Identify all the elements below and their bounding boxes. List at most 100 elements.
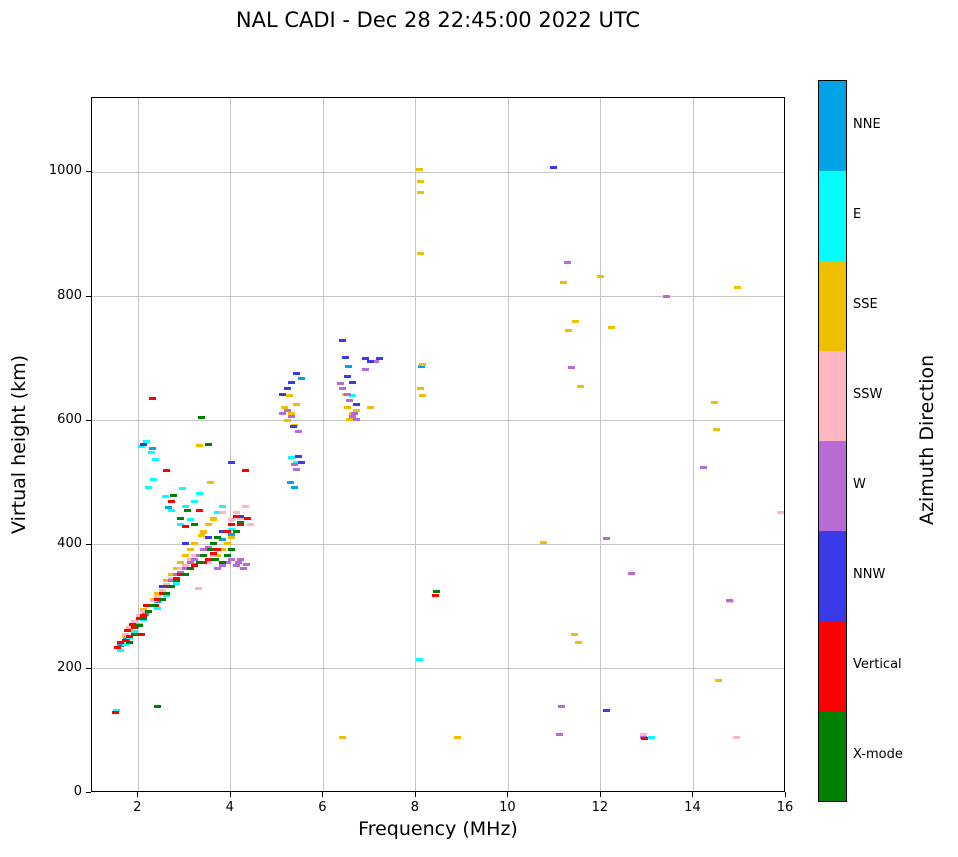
data-point (154, 606, 162, 610)
data-point (283, 386, 291, 390)
data-point (339, 386, 347, 390)
data-point (223, 542, 231, 546)
data-point (242, 468, 250, 472)
data-point (602, 537, 610, 541)
data-point (163, 468, 171, 472)
data-point (181, 542, 189, 546)
data-point (117, 648, 125, 652)
data-point (149, 604, 157, 608)
x-tick-mark (599, 792, 601, 797)
x-tick-label: 10 (499, 800, 516, 815)
data-point (570, 633, 578, 637)
data-point (571, 319, 579, 323)
data-point (164, 506, 172, 510)
data-point (209, 551, 217, 555)
data-point (280, 405, 288, 409)
data-point (555, 732, 563, 736)
data-point (117, 643, 125, 647)
data-point (154, 704, 162, 708)
grid-line-horizontal (92, 668, 784, 670)
data-point (205, 535, 213, 539)
data-point (191, 564, 199, 568)
data-point (121, 632, 129, 636)
data-point (343, 374, 351, 378)
data-point (232, 514, 240, 518)
data-point (733, 285, 741, 289)
data-point (168, 585, 176, 589)
data-point (147, 451, 155, 455)
data-point (168, 573, 176, 577)
data-point (367, 405, 375, 409)
data-point (232, 511, 240, 515)
data-point (223, 560, 231, 564)
data-point (198, 416, 206, 420)
data-point (191, 523, 199, 527)
data-point (353, 409, 361, 413)
grid-line-vertical (137, 98, 139, 791)
data-point (639, 732, 647, 736)
data-point (218, 504, 226, 508)
data-point (710, 400, 718, 404)
data-point (172, 566, 180, 570)
data-point (140, 442, 148, 446)
data-point (244, 517, 252, 521)
data-point (154, 597, 162, 601)
data-point (121, 638, 129, 642)
data-point (212, 558, 220, 562)
data-point (172, 581, 180, 585)
x-tick-mark (507, 792, 509, 797)
data-point (121, 642, 129, 646)
data-point (292, 403, 300, 407)
data-point (161, 494, 169, 498)
grid-line-horizontal (92, 296, 784, 298)
data-point (218, 538, 226, 542)
data-point (154, 600, 162, 604)
colorbar-category-label: X-mode (853, 747, 903, 762)
data-point (237, 520, 245, 524)
data-point (177, 573, 185, 577)
data-point (232, 529, 240, 533)
colorbar-category-label: NNW (853, 567, 886, 582)
data-point (195, 508, 203, 512)
data-point (200, 554, 208, 558)
data-point (228, 548, 236, 552)
data-point (218, 548, 226, 552)
data-point (362, 368, 370, 372)
y-tick-label: 200 (57, 659, 82, 675)
data-point (181, 524, 189, 528)
data-point (565, 329, 573, 333)
data-point (371, 360, 379, 364)
x-tick-mark (229, 792, 231, 797)
data-point (353, 417, 361, 421)
grid-line-horizontal (92, 544, 784, 546)
data-point (194, 586, 202, 590)
data-point (237, 523, 245, 527)
data-point (228, 523, 236, 527)
data-point (292, 372, 300, 376)
data-point (237, 558, 245, 562)
data-point (181, 564, 189, 568)
data-point (345, 364, 353, 368)
data-point (214, 511, 222, 515)
data-point (336, 381, 344, 385)
data-point (228, 535, 236, 539)
data-point (228, 518, 236, 522)
data-point (246, 523, 254, 527)
data-point (205, 523, 213, 527)
data-point (135, 616, 143, 620)
data-point (663, 295, 671, 299)
grid-line-vertical (600, 98, 602, 791)
data-point (648, 735, 656, 739)
data-point (191, 499, 199, 503)
x-tick-mark (322, 792, 324, 797)
y-tick-mark (86, 792, 91, 793)
data-point (343, 405, 351, 409)
data-point (223, 554, 231, 558)
data-point (597, 274, 605, 278)
data-point (149, 477, 157, 481)
data-point (214, 554, 222, 558)
data-point (168, 579, 176, 583)
data-point (205, 442, 213, 446)
data-point (232, 564, 240, 568)
data-point (575, 640, 583, 644)
